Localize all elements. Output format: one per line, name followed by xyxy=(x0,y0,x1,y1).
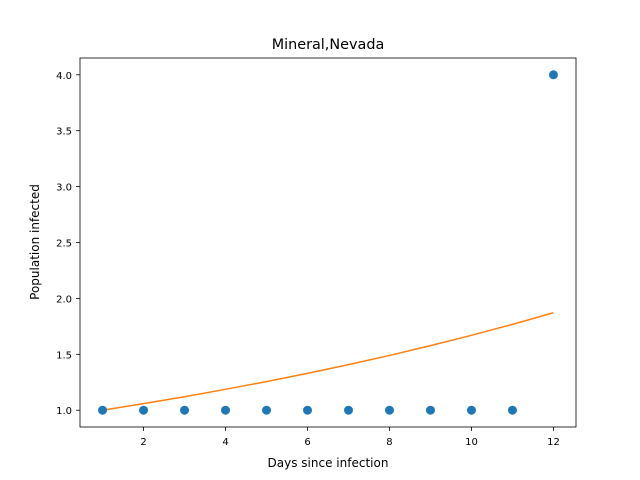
chart-title: Mineral,Nevada xyxy=(272,37,385,53)
x-tick-label: 8 xyxy=(386,437,392,448)
data-point xyxy=(507,405,517,415)
data-point xyxy=(180,405,190,415)
data-point xyxy=(548,70,558,80)
plot-marks xyxy=(98,70,558,415)
y-axis-label: Population infected xyxy=(28,184,42,300)
x-tick-label: 12 xyxy=(547,437,560,448)
data-point xyxy=(466,405,476,415)
data-point xyxy=(139,405,149,415)
y-tick-label: 3.5 xyxy=(56,127,72,138)
y-tick-label: 3.0 xyxy=(56,183,72,194)
y-tick-label: 1.0 xyxy=(56,406,72,417)
y-tick-label: 2.5 xyxy=(56,239,72,250)
data-point xyxy=(262,405,272,415)
x-tick-label: 2 xyxy=(140,437,146,448)
y-tick-label: 2.0 xyxy=(56,294,72,305)
axes: 2 4 6 8 10 12 1.0 1.5 2.0 2.5 3.0 3.5 4.0 xyxy=(56,57,577,448)
x-axis-label: Days since infection xyxy=(268,456,389,470)
data-point xyxy=(303,405,312,415)
data-point xyxy=(384,405,394,415)
fit-line xyxy=(102,311,554,411)
data-point xyxy=(221,405,231,415)
x-tick-label: 10 xyxy=(465,437,478,448)
x-tick-label: 4 xyxy=(222,437,228,448)
data-point xyxy=(425,405,435,415)
y-tick-label: 1.5 xyxy=(56,350,72,361)
y-tick-label: 4.0 xyxy=(56,71,72,82)
x-tick-label: 6 xyxy=(304,437,310,448)
data-point xyxy=(344,405,353,415)
data-point xyxy=(98,405,108,415)
